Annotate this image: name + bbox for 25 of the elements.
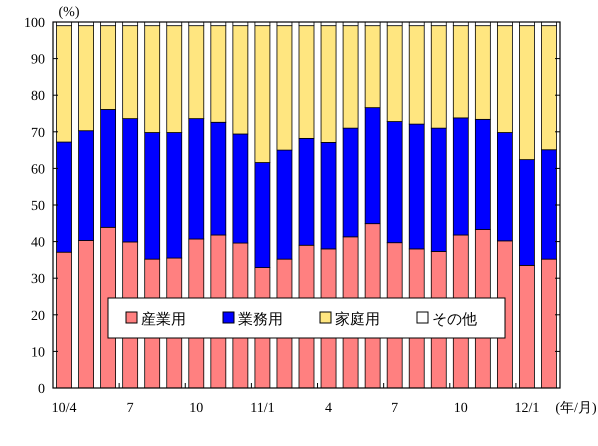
y-tick-label: 70: [31, 126, 45, 141]
x-tick-label: 10: [454, 401, 468, 416]
y-tick-label: 60: [31, 162, 45, 178]
x-tick-label: 7: [126, 401, 134, 416]
y-tick-label: 80: [31, 89, 45, 104]
y-tick-label: 90: [31, 52, 45, 68]
legend-label: 家庭用: [335, 311, 380, 328]
x-tick-label: 10: [189, 401, 204, 416]
y-axis-title: (%): [58, 5, 80, 20]
y-tick-label: 10: [31, 345, 45, 360]
x-tick-label: 11/1: [250, 401, 275, 416]
legend-label: 業務用: [238, 311, 283, 328]
y-tick-label: 30: [31, 272, 45, 288]
y-tick-label: 50: [31, 199, 45, 214]
x-axis-title: (年/月): [555, 400, 597, 416]
legend-label: 産業用: [141, 311, 186, 328]
y-tick-label: 40: [31, 236, 45, 251]
legend-label: その他: [432, 311, 477, 328]
y-tick-label: 0: [38, 382, 45, 397]
x-tick-label: 10/4: [52, 401, 76, 416]
x-tick-label: 4: [325, 401, 332, 416]
y-tick-label: 20: [31, 308, 45, 324]
y-tick-label: 100: [24, 16, 45, 31]
x-tick-label: 12/1: [514, 401, 540, 416]
x-tick-label: 7: [391, 401, 398, 416]
